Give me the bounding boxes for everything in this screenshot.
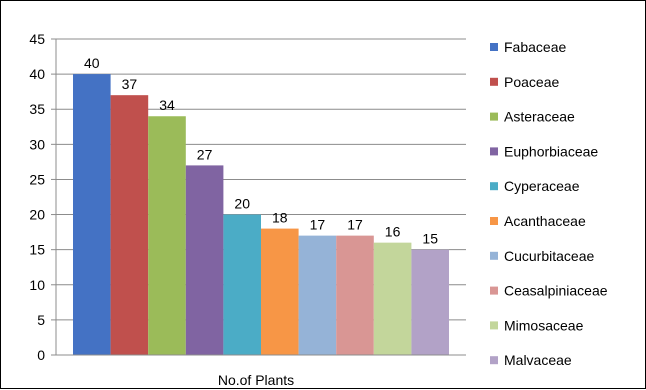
bar-cyperaceae [223, 214, 261, 355]
y-tick-label: 30 [29, 136, 45, 152]
data-label-malvaceae: 15 [422, 231, 438, 247]
legend-swatch-cucurbitaceae [490, 251, 498, 260]
legend-label-mimosaceae: Mimosaceae [504, 317, 584, 333]
x-axis-label: No.of Plants [218, 372, 294, 388]
bar-asteraceae [148, 116, 186, 355]
bar-malvaceae [411, 249, 449, 355]
data-label-asteraceae: 34 [159, 97, 175, 113]
legend-label-acanthaceae: Acanthaceae [504, 213, 586, 229]
legend-label-malvaceae: Malvaceae [504, 352, 572, 368]
y-axis-ticks: 0 5 10 15 20 25 30 35 40 45 [29, 31, 45, 363]
legend-label-euphorbiaceae: Euphorbiaceae [504, 143, 598, 159]
legend-label-asteraceae: Asteraceae [504, 109, 575, 125]
legend-swatch-fabaceae [490, 43, 498, 51]
y-tick-label: 15 [29, 242, 45, 258]
bar-mimosaceae [373, 242, 412, 355]
data-label-cucurbitaceae: 17 [310, 217, 326, 233]
legend-label-fabaceae: Fabaceae [504, 39, 566, 55]
legend-swatch-asteraceae [490, 112, 498, 121]
legend-label-ceasalpiniaceae: Ceasalpiniaceae [504, 283, 608, 299]
y-tick-label: 40 [29, 66, 45, 82]
legend: Fabaceae Poaceae Asteraceae Euphorbiaceae Cy… [490, 39, 608, 368]
y-tick-label: 25 [29, 171, 45, 187]
axes [51, 38, 466, 356]
y-tick-label: 20 [29, 207, 45, 223]
data-label-cyperaceae: 20 [234, 196, 250, 212]
legend-swatch-poaceae [490, 77, 498, 86]
legend-swatch-acanthaceae [490, 217, 498, 225]
data-label-euphorbiaceae: 27 [197, 146, 213, 162]
legend-swatch-euphorbiaceae [490, 147, 498, 156]
y-tick-label: 45 [29, 31, 45, 47]
legend-swatch-malvaceae [490, 356, 498, 365]
bar-fabaceae [73, 74, 111, 355]
data-labels: 40 37 34 27 20 18 17 17 16 15 [84, 55, 438, 247]
legend-label-poaceae: Poaceae [504, 74, 559, 90]
bar-euphorbiaceae [185, 165, 224, 355]
bar-cucurbitaceae [298, 235, 337, 355]
y-tick-label: 35 [29, 101, 45, 117]
legend-swatch-mimosaceae [490, 321, 498, 330]
data-label-acanthaceae: 18 [272, 210, 288, 226]
bars [73, 74, 449, 355]
legend-swatch-ceasalpiniaceae [490, 286, 498, 295]
data-label-ceasalpiniaceae: 17 [347, 217, 363, 233]
data-label-fabaceae: 40 [84, 55, 100, 71]
y-tick-label: 5 [37, 312, 45, 328]
bar-poaceae [110, 95, 149, 355]
y-tick-label: 0 [37, 347, 45, 363]
y-tick-label: 10 [29, 277, 45, 293]
data-label-poaceae: 37 [122, 76, 138, 92]
legend-label-cyperaceae: Cyperaceae [504, 178, 580, 194]
bar-acanthaceae [261, 228, 299, 355]
legend-swatch-cyperaceae [490, 182, 498, 191]
legend-label-cucurbitaceae: Cucurbitaceae [504, 248, 594, 264]
bar-ceasalpiniaceae [336, 235, 374, 355]
data-label-mimosaceae: 16 [385, 224, 401, 240]
